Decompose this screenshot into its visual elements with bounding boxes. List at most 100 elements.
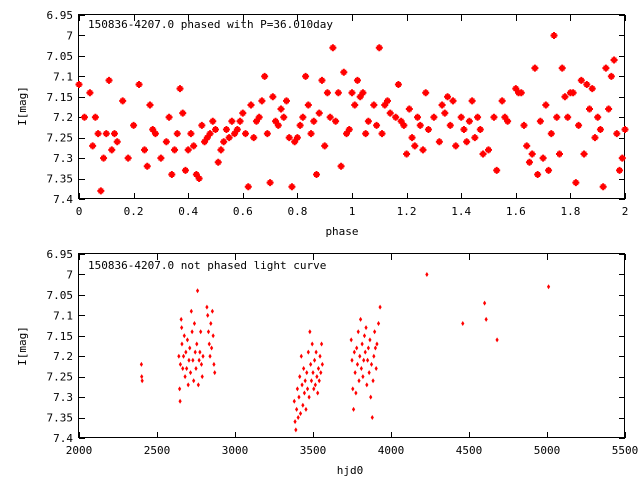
unphased-data-point	[207, 341, 211, 347]
unphased-data-point	[295, 406, 299, 412]
unphased-data-point	[362, 357, 366, 363]
unphased-data-point	[295, 386, 299, 392]
unphased-data-point	[198, 349, 202, 355]
unphased-y-tick-label: 7.25	[47, 371, 74, 384]
phased-data-point	[555, 150, 563, 158]
phased-data-point	[605, 105, 613, 113]
phased-data-point	[359, 89, 367, 97]
unphased-data-point	[185, 337, 190, 343]
unphased-data-point	[365, 382, 369, 388]
phased-data-point	[255, 113, 263, 121]
unphased-data-point	[495, 337, 499, 343]
unphased-data-point	[210, 308, 214, 314]
unphased-data-point	[140, 378, 144, 384]
unphased-data-point	[356, 329, 360, 335]
phased-data-point	[233, 125, 241, 133]
unphased-data-point	[375, 341, 379, 347]
unphased-data-point	[210, 345, 214, 351]
unphased-data-point	[192, 321, 197, 327]
phased-data-point	[217, 146, 225, 154]
phased-data-point	[610, 56, 618, 64]
phased-data-point	[419, 146, 427, 154]
phased-data-point	[212, 125, 219, 133]
unphased-light-curve-panel: 150836-4207.0 not phased light curve hjd…	[16, 248, 638, 477]
phased-tick-layer: 0 0.2 0.4 0.6 0.8 1 1.2 1.4 1.6 1.8 2 6.95 7 7.05 7.1 7…	[47, 9, 629, 218]
unphased-data-point	[195, 288, 200, 294]
unphased-data-point	[297, 394, 301, 400]
unphased-data-point	[355, 361, 360, 367]
unphased-data-point	[425, 271, 429, 277]
unphased-data-point	[187, 357, 191, 363]
phased-data-point	[539, 154, 547, 162]
phased-data-point	[378, 130, 386, 138]
phased-y-tick-label: 7.25	[47, 132, 74, 145]
phased-data-point	[97, 187, 105, 195]
unphased-data-point	[319, 341, 324, 347]
phased-data-point	[618, 154, 626, 162]
phased-data-point	[100, 154, 108, 162]
phased-data-point	[580, 150, 588, 158]
phased-data-point	[288, 183, 296, 191]
phased-data-point	[247, 101, 255, 109]
phased-data-point	[438, 101, 446, 109]
phased-data-point	[457, 113, 465, 121]
unphased-data-point	[369, 361, 374, 367]
unphased-data-point	[181, 365, 185, 371]
phased-data-point	[282, 97, 290, 105]
unphased-data-point	[177, 353, 181, 359]
phased-data-point	[468, 97, 476, 105]
phased-light-curve-panel: 150836-4207.0 phased with P=36.010day ph…	[16, 9, 629, 238]
phased-data-point	[206, 130, 214, 138]
unphased-data-point	[359, 365, 363, 371]
unphased-data-point	[194, 365, 198, 371]
unphased-data-point	[461, 321, 465, 327]
phased-data-point	[463, 138, 471, 146]
phased-x-tick-label: 0.8	[287, 205, 307, 218]
unphased-x-tick-label: 5000	[534, 444, 561, 457]
phased-data-point	[173, 130, 181, 138]
unphased-y-tick-label: 7.4	[53, 432, 73, 445]
phased-data-point	[561, 93, 569, 101]
unphased-x-tick-label: 2000	[66, 444, 93, 457]
phased-data-point	[181, 166, 189, 174]
phased-data-point	[146, 101, 154, 109]
phased-data-point	[89, 142, 97, 150]
unphased-data-point	[180, 341, 184, 347]
phased-data-point	[523, 142, 531, 150]
unphased-data-point	[178, 386, 182, 392]
unphased-data-point	[189, 308, 193, 314]
unphased-data-point	[355, 345, 359, 351]
unphased-data-point	[199, 361, 204, 367]
phased-data-point	[621, 125, 629, 133]
phased-data-point	[176, 85, 184, 93]
unphased-data-point	[184, 349, 188, 355]
unphased-data-point	[371, 378, 375, 384]
phased-data-point	[165, 113, 173, 121]
unphased-data-point	[314, 349, 318, 355]
phased-data-point	[277, 105, 285, 113]
phased-data-point	[408, 134, 416, 142]
unphased-data-point	[352, 349, 356, 355]
unphased-data-point	[213, 370, 217, 376]
phased-y-tick-label: 7.35	[47, 173, 74, 186]
unphased-data-point	[358, 316, 363, 322]
unphased-x-tick-label: 3000	[222, 444, 249, 457]
unphased-data-point	[201, 353, 205, 359]
phased-data-point	[373, 121, 381, 129]
unphased-points-layer	[139, 271, 551, 433]
phased-data-point	[214, 158, 222, 166]
phased-plot-frame	[78, 14, 625, 199]
unphased-x-tick-label: 2500	[144, 444, 171, 457]
unphased-data-point	[483, 300, 487, 306]
unphased-data-point	[368, 337, 372, 343]
unphased-data-point	[310, 341, 314, 347]
unphased-data-point	[305, 370, 309, 376]
phased-data-point	[498, 97, 506, 105]
phased-data-point	[168, 170, 176, 178]
phased-data-point	[528, 150, 536, 158]
phased-data-point	[143, 162, 151, 170]
phased-data-point	[504, 117, 512, 125]
unphased-data-point	[303, 378, 307, 384]
unphased-data-point	[305, 386, 310, 392]
